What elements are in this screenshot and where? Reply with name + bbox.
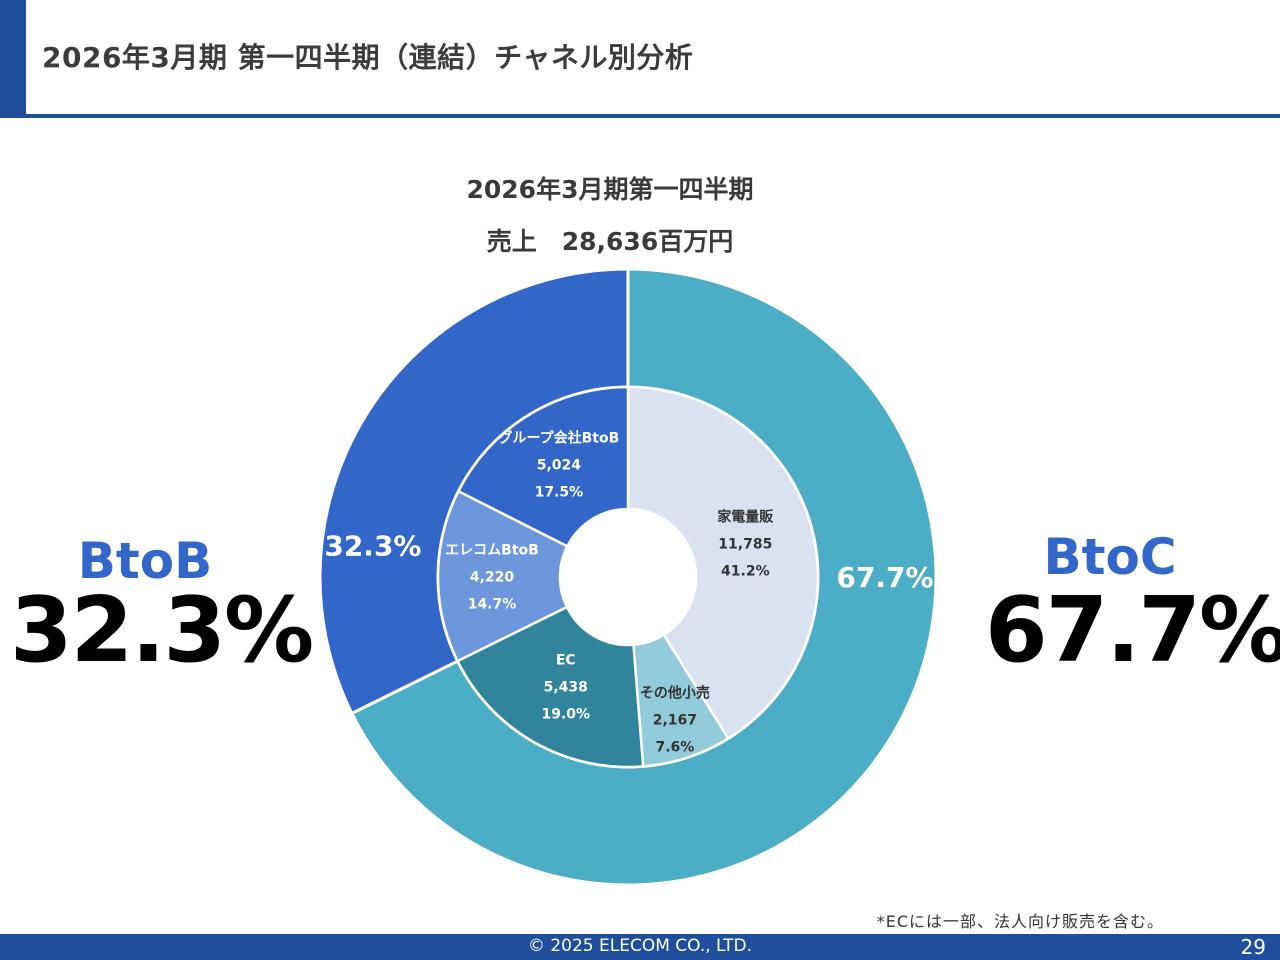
page-number: 29 [1240, 935, 1266, 959]
slide-title: 2026年3月期 第一四半期（連結）チャネル別分析 [42, 41, 694, 74]
inner-segment-4 [436, 489, 570, 663]
outer-label-btob: 32.3% [324, 530, 421, 563]
ec-footnote: *ECには一部、法人向け販売を含む。 [876, 912, 1164, 931]
inner-label-amount-5: 5,024 [537, 458, 582, 474]
header-divider [0, 114, 1280, 118]
inner-label-name-4: エレコムBtoB [445, 542, 539, 558]
inner-label-share-5: 17.5% [535, 485, 584, 501]
slide-header: 2026年3月期 第一四半期（連結）チャネル別分析 [0, 0, 1280, 118]
header-accent-bar [0, 0, 26, 116]
btoc-summary-label: BtoC [1043, 528, 1177, 586]
inner-label-amount-1: 11,785 [718, 537, 772, 553]
inner-label-name-3: EC [556, 653, 576, 669]
inner-label-amount-3: 5,438 [544, 680, 588, 696]
inner-label-share-3: 19.0% [541, 707, 590, 723]
inner-label-share-1: 41.2% [721, 564, 770, 580]
inner-label-name-1: 家電量販 [717, 509, 774, 526]
inner-label-share-4: 14.7% [468, 596, 517, 612]
btob-summary-percent: 32.3% [10, 578, 314, 683]
inner-label-amount-4: 4,220 [470, 569, 515, 585]
outer-label-btoc: 67.7% [836, 561, 933, 594]
inner-label-name-5: グループ会社BtoB [498, 430, 619, 447]
chart-title-sales: 売上 28,636百万円 [486, 227, 734, 256]
inner-label-share-2: 7.6% [655, 739, 694, 755]
inner-segment-5 [456, 385, 630, 548]
slide-footer: © 2025 ELECOM CO., LTD. 29 [0, 934, 1280, 960]
btob-summary-label: BtoB [77, 532, 213, 590]
inner-segment-3 [455, 605, 645, 769]
btoc-summary-percent: 67.7% [985, 578, 1280, 683]
copyright-text: © 2025 ELECOM CO., LTD. [527, 936, 753, 956]
inner-segment-1 [626, 385, 820, 741]
chart-title-period: 2026年3月期第一四半期 [466, 175, 754, 204]
inner-label-name-2: その他小売 [640, 684, 710, 701]
inner-label-amount-2: 2,167 [653, 712, 697, 728]
